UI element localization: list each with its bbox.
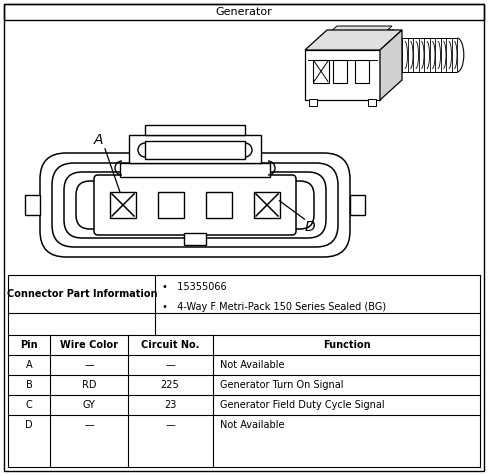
Bar [4,4,484,20]
Text: Function: Function [323,340,371,350]
Text: Circuit No.: Circuit No. [141,340,199,350]
Bar [368,99,376,106]
Bar [110,192,136,218]
Bar [129,135,261,163]
Text: 23: 23 [164,400,176,410]
Text: Generator: Generator [216,7,272,17]
Text: Pin: Pin [20,340,38,350]
Bar [350,195,365,215]
Bar [206,192,232,218]
Polygon shape [305,30,402,50]
Polygon shape [380,30,402,100]
Bar [145,141,245,159]
Bar [158,192,184,218]
Bar [145,125,245,135]
Text: —: — [84,360,94,370]
Polygon shape [315,26,392,46]
Text: D: D [25,420,33,430]
Bar [120,163,270,177]
Polygon shape [313,30,394,50]
Text: A: A [93,133,103,147]
Text: Generator Field Duty Cycle Signal: Generator Field Duty Cycle Signal [220,400,385,410]
Text: A: A [26,360,32,370]
Text: D: D [305,220,315,234]
Text: C: C [26,400,32,410]
Bar [309,99,317,106]
Text: 225: 225 [161,380,180,390]
Bar [254,192,280,218]
Bar [313,60,329,83]
Text: —: — [165,360,175,370]
Text: Not Available: Not Available [220,360,285,370]
Bar [333,60,347,83]
Bar [25,195,40,215]
Text: GY: GY [82,400,96,410]
Text: Connector Part Information: Connector Part Information [7,289,157,299]
Text: —: — [84,420,94,430]
FancyBboxPatch shape [94,175,296,235]
Text: •   15355066: • 15355066 [162,282,226,292]
Text: —: — [165,420,175,430]
Bar [355,60,369,83]
Text: Not Available: Not Available [220,420,285,430]
Text: RD: RD [82,380,96,390]
Bar [305,50,380,100]
Bar [184,233,206,245]
Text: Generator Turn On Signal: Generator Turn On Signal [220,380,344,390]
Text: •   4-Way F Metri-Pack 150 Series Sealed (BG): • 4-Way F Metri-Pack 150 Series Sealed (… [162,302,386,312]
Text: Wire Color: Wire Color [60,340,118,350]
Text: B: B [26,380,32,390]
